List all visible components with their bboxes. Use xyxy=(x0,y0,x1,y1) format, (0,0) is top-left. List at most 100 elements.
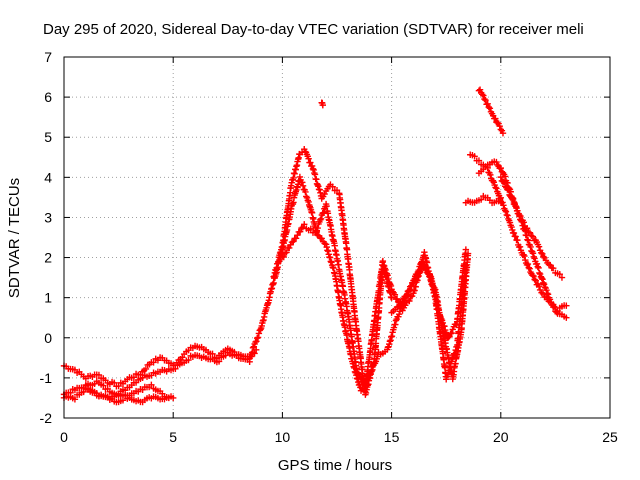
data-point xyxy=(185,356,192,364)
data-point xyxy=(487,171,494,179)
data-point xyxy=(477,196,485,203)
data-point xyxy=(505,186,512,194)
data-point xyxy=(493,185,500,192)
x-axis-title: GPS time / hours xyxy=(278,457,392,474)
data-point xyxy=(493,158,500,166)
data-point xyxy=(399,298,406,306)
data-point xyxy=(497,173,504,181)
data-point xyxy=(563,314,570,321)
data-point xyxy=(249,344,257,352)
y-tick-label: 7 xyxy=(44,49,52,65)
data-point xyxy=(130,374,138,381)
data-point xyxy=(481,95,488,103)
data-point xyxy=(307,159,314,166)
data-point xyxy=(539,276,546,283)
data-point xyxy=(170,394,177,402)
data-point xyxy=(499,130,507,137)
y-tick-label: 1 xyxy=(44,290,52,306)
data-point xyxy=(529,250,537,257)
data-point xyxy=(517,212,524,220)
data-point xyxy=(424,269,431,276)
data-point xyxy=(388,294,395,301)
data-point xyxy=(115,382,122,390)
data-point xyxy=(514,207,521,214)
data-point xyxy=(475,157,483,164)
data-point xyxy=(499,199,506,206)
data-point xyxy=(406,297,413,305)
data-point xyxy=(533,260,541,268)
data-point xyxy=(535,282,543,290)
data-point xyxy=(497,194,504,202)
series-trace-d xyxy=(82,382,177,406)
data-point xyxy=(408,282,415,290)
data-point xyxy=(508,223,515,231)
data-point xyxy=(546,296,554,303)
x-tick-label: 0 xyxy=(60,429,68,445)
data-point xyxy=(492,184,499,191)
data-point xyxy=(484,100,491,107)
data-point xyxy=(292,235,300,242)
data-point xyxy=(448,329,455,337)
y-tick-label: 4 xyxy=(44,169,52,185)
data-point xyxy=(391,291,399,298)
data-point xyxy=(501,207,509,214)
data-point xyxy=(355,370,363,378)
data-point xyxy=(486,105,494,112)
data-point xyxy=(527,243,534,251)
data-point xyxy=(536,269,543,277)
y-tick-label: -1 xyxy=(40,370,53,386)
data-point xyxy=(500,202,507,209)
data-point xyxy=(558,274,566,281)
data-point xyxy=(314,224,321,232)
data-point xyxy=(280,253,287,261)
data-point xyxy=(504,179,511,187)
data-point xyxy=(150,359,157,366)
axis-ticks: 0 5 10 15 20 25 -2 -1 0 1 2 3 4 5 6 7 xyxy=(40,49,618,445)
data-point xyxy=(550,264,557,272)
data-point xyxy=(526,265,533,272)
data-point xyxy=(485,103,492,111)
data-point xyxy=(253,338,260,345)
data-point xyxy=(305,155,312,162)
data-point xyxy=(296,173,304,181)
data-point xyxy=(299,224,307,231)
series-trace-h xyxy=(388,250,472,383)
data-point xyxy=(95,371,103,379)
data-point xyxy=(524,237,532,244)
data-point xyxy=(408,292,416,300)
y-tick-label: -2 xyxy=(40,410,53,426)
data-point xyxy=(142,365,150,373)
data-point xyxy=(492,115,499,122)
data-point xyxy=(422,266,429,273)
data-point xyxy=(283,249,290,256)
data-point xyxy=(426,273,433,280)
data-point xyxy=(544,291,552,298)
data-point xyxy=(543,286,550,294)
data-point xyxy=(395,302,403,310)
data-point xyxy=(428,278,435,285)
data-point xyxy=(534,263,541,270)
data-point xyxy=(509,196,517,204)
data-point xyxy=(148,381,155,389)
data-point xyxy=(520,219,527,226)
data-point xyxy=(317,216,324,224)
chart-title: Day 295 of 2020, Sidereal Day-to-day VTE… xyxy=(43,21,584,38)
data-point xyxy=(530,272,537,280)
data-point xyxy=(476,86,484,93)
data-point xyxy=(538,249,545,257)
x-tick-label: 25 xyxy=(602,429,618,445)
data-point xyxy=(462,246,470,253)
data-point xyxy=(524,236,531,243)
data-point xyxy=(288,239,296,246)
data-point xyxy=(248,349,256,356)
data-point xyxy=(497,164,504,172)
data-point xyxy=(296,228,304,235)
data-point xyxy=(302,188,309,196)
data-point xyxy=(464,250,472,257)
data-point xyxy=(496,195,504,203)
data-point xyxy=(403,291,411,299)
data-point xyxy=(540,281,548,288)
data-point xyxy=(502,208,510,215)
data-point xyxy=(496,122,503,130)
